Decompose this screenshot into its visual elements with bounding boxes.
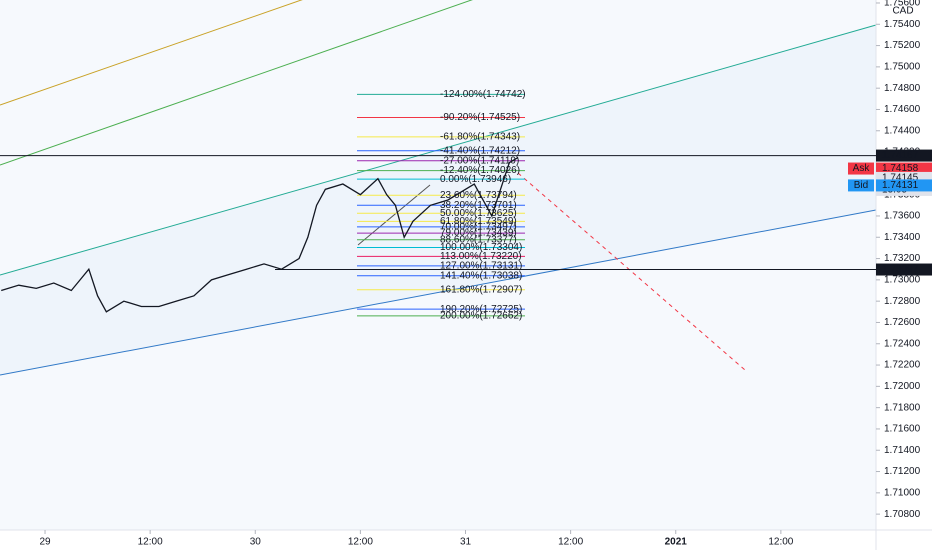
fib-label: 141.40%(1.73038) [440,270,522,281]
y-tick-label: 1.75000 [884,62,921,73]
side-box [848,179,874,192]
fib-label: 190.20%(1.72725) [440,304,522,315]
x-tick-label: 12:00 [348,537,373,548]
x-tick-label: 12:00 [138,537,163,548]
y-tick-label: 1.73400 [884,232,921,243]
y-tick-label: 1.75400 [884,19,921,30]
x-tick-label: 30 [250,537,262,548]
fib-label: 113.00%(1.73220) [440,251,522,262]
tag-box [876,179,932,192]
trend-line [0,0,303,106]
y-tick-label: 1.72800 [884,296,921,307]
y-tick-label: 1.71600 [884,424,921,435]
fib-label: -61.80%(1.74343) [440,131,520,142]
y-tick-label: 1.71200 [884,466,921,477]
projection-arrow [517,172,746,371]
y-tick-label: 1.72400 [884,338,921,349]
tag-box [876,149,932,162]
fib-label: 0.00%(1.73946) [440,174,511,185]
fib-label: 200.00%(1.72662) [440,310,522,321]
y-tick-label: 1.73600 [884,211,921,222]
tag-price: 1.74131 [882,180,919,191]
y-tick-label: 1.71000 [884,487,921,498]
fib-label: -27.00%(1.74119) [440,155,519,166]
y-tick-label: 1.74600 [884,104,921,115]
y-tick-label: 1.72000 [884,381,921,392]
x-tick-label: 29 [39,537,51,548]
y-tick-label: 1.71400 [884,445,921,456]
y-tick-label: 1.70800 [884,509,921,520]
price-tag: 1.74167 [876,149,932,162]
fib-label: 127.00%(1.73131) [440,261,522,272]
currency-label: CAD [892,6,913,17]
fib-label: 23.60%(1.73794) [440,190,517,201]
y-tick-label: 1.71800 [884,402,921,413]
y-tick-label: 1.73000 [884,274,921,285]
fib-label: 50.00%(1.73625) [440,208,517,219]
fib-label: -124.00%(1.74742) [440,89,526,100]
side-label: Bid [854,180,868,191]
fib-label: 61.80%(1.73549) [440,216,517,227]
y-tick-label: 1.74800 [884,83,921,94]
tag-price: 1.74167 [882,150,919,161]
fib-label: -12.40%(1.74026) [440,165,520,176]
fib-label: 70.00%(1.73497) [440,222,517,233]
fib-label: -41.40%(1.74212) [440,145,520,156]
tag-box [876,162,932,175]
fib-label: 161.80%(1.72907) [440,284,522,295]
tag-box [876,263,932,276]
x-tick-label: 2021 [665,537,688,548]
channel-fill [0,25,876,375]
price-tag: 1.74158 Ask [848,162,932,175]
price-tag: 1.73097 [876,263,932,276]
y-tick-label: 1.74400 [884,125,921,136]
channel-top [0,24,877,276]
price-tag: 1.74131 Bid [848,179,932,192]
y-tick-label: 1.75200 [884,40,921,51]
y-tick-label: 1.72200 [884,360,921,371]
fib-label: -90.20%(1.74525) [440,112,520,123]
x-tick-label: 12:00 [558,537,583,548]
tag-price: 1.73097 [882,264,919,275]
trend-line [0,0,473,166]
x-tick-label: 31 [460,537,472,548]
fib-label: 38.20%(1.73701) [440,200,517,211]
y-tick-label: 1.73200 [884,253,921,264]
fib-label: 88.60%(1.73377) [440,234,517,245]
tag-price: 1.74158 [882,163,919,174]
channel-bottom [0,209,877,376]
x-tick-label: 12:00 [768,537,793,548]
price-line [1,156,519,313]
y-tick-label: 1.75600 [884,0,921,9]
side-box [848,162,874,175]
tag-price: 1.74145 [882,173,919,184]
fib-label: 100.00%(1.73304) [440,242,522,253]
side-label: Ask [853,163,871,174]
y-tick-label: 1.72600 [884,317,921,328]
fib-label: 79.00%(1.73439) [440,228,517,239]
